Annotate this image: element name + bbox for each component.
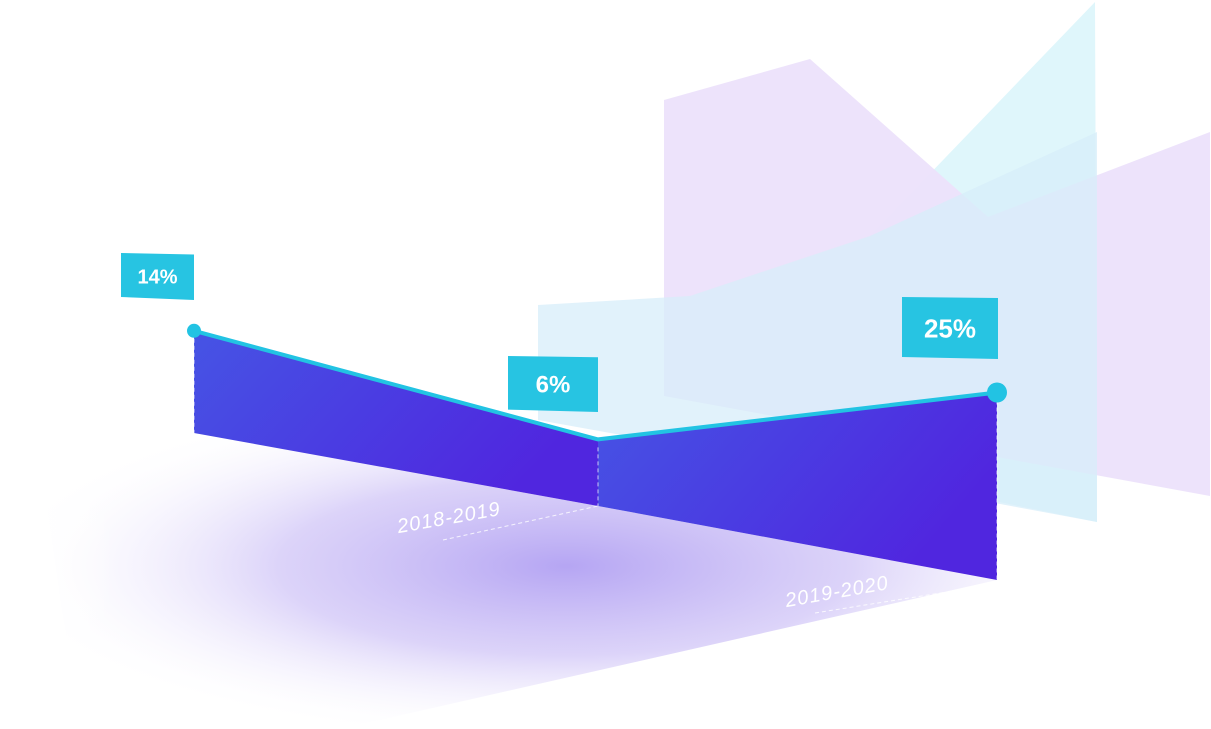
data-point-2 [987,382,1007,403]
period-underline-1 [814,583,998,614]
series-line [193,328,998,442]
value-label-text-0: 14% [137,267,177,289]
value-label-0: 14% [121,253,194,300]
floor-shadow-fade [0,433,340,729]
data-point-0 [187,323,201,338]
value-label-box-0 [121,253,194,300]
value-label-text-2: 25% [924,313,976,343]
value-label-box-2 [902,297,998,359]
value-label-2: 25% [902,297,998,359]
area-segment-2019-2020 [598,392,997,580]
floor-shadow [0,433,997,729]
value-label-text-1: 6% [536,372,571,399]
area-segment-2018-2019 [194,330,598,506]
period-underline-0 [442,505,599,541]
value-label-box-1 [508,356,598,412]
value-label-1: 6% [508,356,598,412]
area-ribbon [193,330,998,580]
